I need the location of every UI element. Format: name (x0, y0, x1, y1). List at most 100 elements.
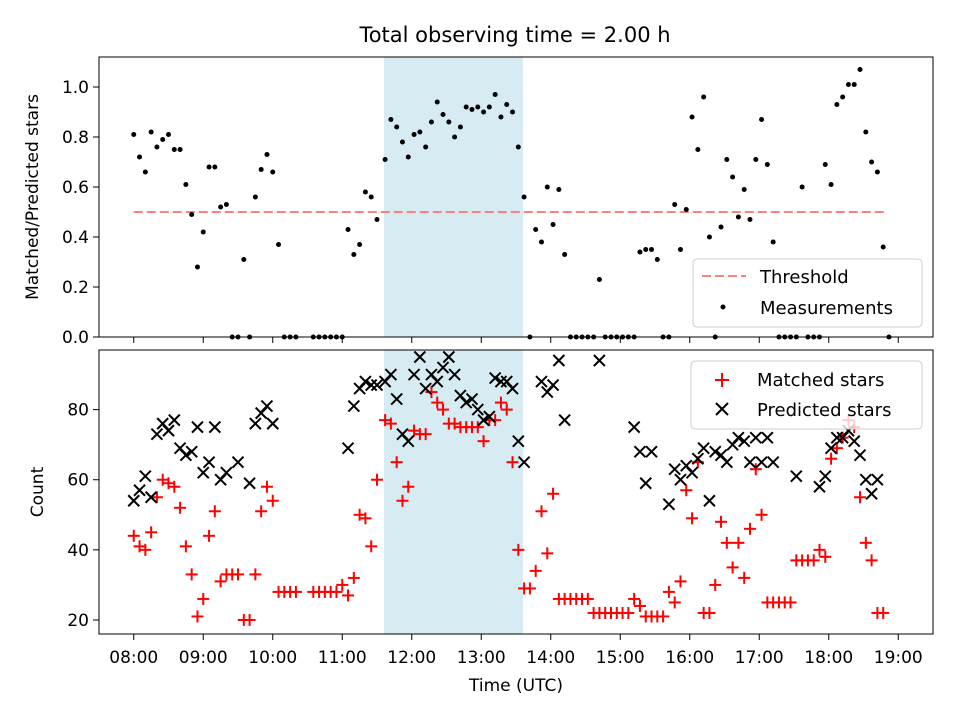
matched-stars-point (371, 473, 383, 486)
bottom-y-tick-label: 60 (67, 471, 89, 491)
matched-stars-point (743, 522, 756, 535)
matched-stars-point (431, 396, 444, 409)
measurement-point (160, 137, 166, 142)
predicted-stars-point (512, 434, 525, 448)
measurement-point (440, 112, 446, 117)
predicted-stars-point (662, 498, 676, 511)
x-tick-label: 19:00 (874, 648, 923, 668)
top-x-ticks (133, 337, 899, 343)
measurement-point (446, 119, 452, 125)
matched-stars-point (529, 564, 542, 577)
predicted-stars-point (517, 455, 531, 469)
measurement-point (411, 132, 417, 137)
bottom-shaded-interval (383, 350, 523, 634)
matched-stars-point (419, 428, 432, 441)
predicted-stars-point (465, 392, 479, 406)
predicted-stars-point (390, 392, 403, 406)
matched-stars-point (657, 610, 670, 623)
measurement-point (724, 157, 730, 162)
measurement-point (718, 224, 724, 230)
matched-stars-point (628, 592, 641, 605)
predicted-stars-point (737, 434, 751, 448)
x-tick-label: 08:00 (109, 648, 158, 668)
matched-stars-point (185, 568, 198, 581)
measurement-point (747, 217, 753, 222)
legend-predicted-label: Predicted stars (757, 400, 891, 421)
matched-stars-point (662, 585, 675, 598)
predicted-stars-point (732, 431, 745, 444)
bottom-y-tick-label: 20 (67, 611, 89, 631)
top-ylabel: Matched/Predicted stars (23, 94, 43, 300)
predicted-stars-point (488, 371, 502, 385)
matched-stars-point (523, 582, 536, 595)
predicted-stars-point (871, 473, 884, 486)
bottom-legend-box (690, 360, 923, 430)
measurement-point (759, 117, 765, 122)
measurement-point (498, 114, 504, 120)
predicted-stars-point (150, 427, 164, 441)
measurement-point (695, 147, 701, 152)
x-tick-label: 13:00 (457, 648, 506, 668)
bottom-ylabel: Count (28, 466, 48, 517)
predicted-stars-point (668, 463, 681, 476)
predicted-stars-point (674, 473, 687, 486)
measurement-point (521, 194, 527, 200)
matched-stars-point (674, 575, 687, 588)
bottom-panel: 20 40 60 80 08:00 09:00 10:00 11:00 12:00 13:00 1… (28, 349, 934, 696)
predicted-stars-point (139, 470, 152, 483)
matched-stars-point (541, 547, 554, 560)
bottom-points-layer (127, 350, 890, 626)
predicted-stars-point (384, 368, 398, 381)
matched-stars-point (720, 536, 733, 549)
measurement-point (423, 144, 429, 150)
chart-title: Total observing time = 2.00 h (358, 23, 670, 47)
legend-predicted-swatch (715, 402, 729, 416)
predicted-stars-point (743, 455, 757, 469)
measurement-point (481, 109, 487, 115)
measurement-point (637, 249, 643, 255)
measurement-point (556, 187, 562, 192)
matched-stars-point (732, 536, 745, 549)
measurement-point (276, 242, 282, 247)
measurement-point (689, 114, 695, 120)
matched-stars-point (365, 540, 378, 553)
matched-stars-point (336, 578, 349, 591)
x-tick-label: 15:00 (596, 648, 645, 668)
matched-stars-point (477, 435, 490, 448)
measurement-point (351, 252, 357, 257)
predicted-stars-point (853, 448, 867, 462)
predicted-stars-point (552, 354, 566, 367)
measurement-point (374, 217, 380, 222)
measurement-point (672, 202, 678, 207)
matched-stars-point (243, 613, 256, 626)
predicted-stars-point (185, 445, 198, 458)
x-tick-label: 09:00 (179, 648, 228, 668)
matched-stars-point (260, 480, 273, 493)
measurement-point (562, 252, 568, 257)
measurement-point (770, 239, 776, 245)
predicted-stars-point (431, 375, 444, 388)
predicted-stars-point (202, 455, 216, 469)
matched-stars-point (715, 515, 728, 528)
matched-stars-point (402, 480, 415, 493)
measurement-point (701, 94, 707, 100)
matched-stars-point (150, 491, 163, 504)
predicted-stars-point (685, 466, 699, 479)
predicted-stars-point (168, 413, 181, 427)
measurement-point (218, 204, 224, 210)
predicted-stars-point (459, 396, 473, 409)
measurement-point (845, 82, 851, 87)
predicted-stars-point (359, 375, 372, 388)
measurement-point (649, 247, 655, 252)
measurement-point (463, 104, 469, 110)
matched-stars-point (512, 543, 525, 556)
predicted-stars-point (627, 420, 641, 434)
matched-stars-point (396, 494, 409, 507)
x-axis-label: Time (UTC) (468, 676, 563, 696)
predicted-stars-point (471, 403, 484, 416)
matched-stars-point (547, 487, 560, 500)
matched-stars-point (145, 526, 158, 539)
predicted-stars-point (691, 452, 705, 465)
top-legend: Threshold Measurements (692, 258, 923, 328)
matched-stars-point (330, 585, 343, 598)
